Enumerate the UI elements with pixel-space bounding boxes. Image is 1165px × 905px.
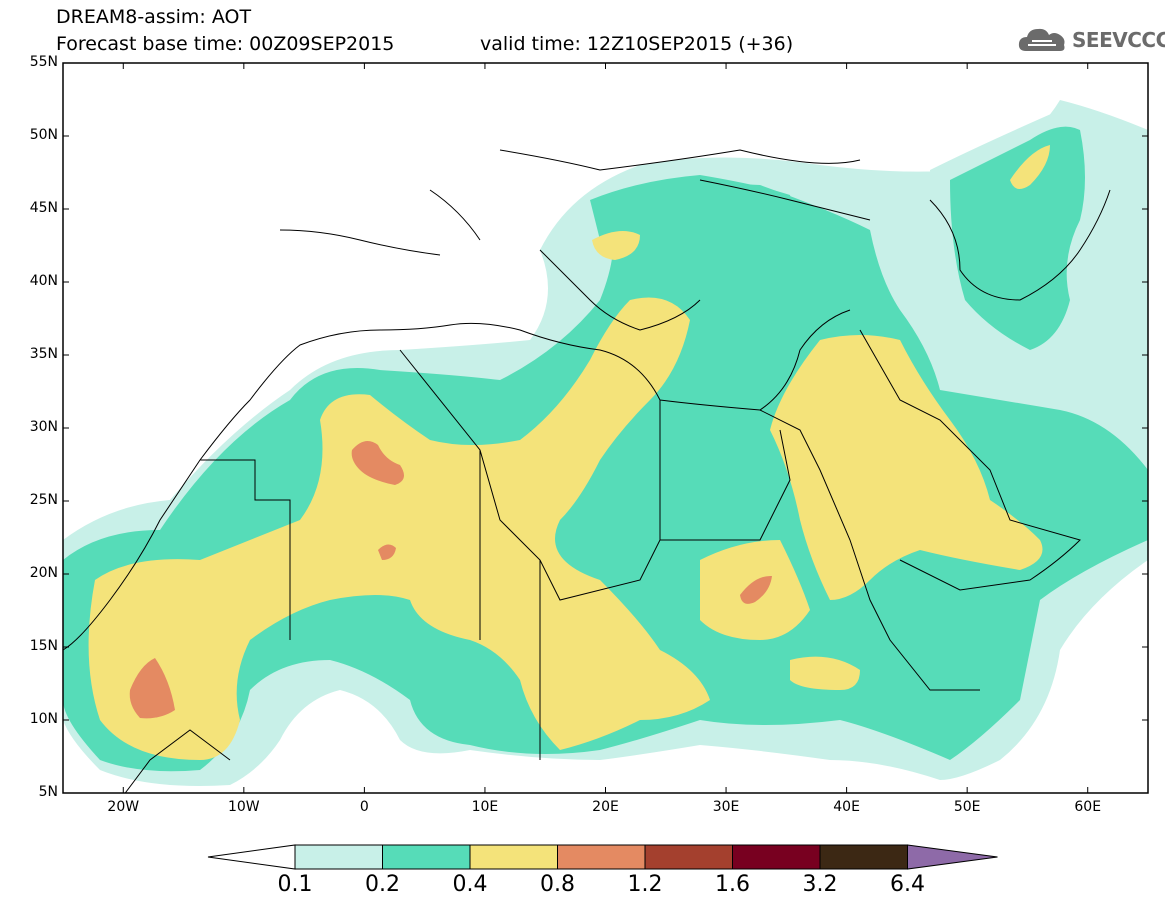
aot-level-0.4 [88, 145, 1050, 760]
lat-label: 45N [29, 200, 58, 216]
lat-label: 25N [29, 492, 58, 508]
colorbar-cell [469, 844, 558, 870]
colorbar-label: 1.6 [715, 872, 750, 897]
colorbar-cell [644, 844, 733, 870]
aot-level-0.8 [129, 441, 772, 719]
lon-label: 10E [471, 799, 499, 815]
lon-label: 0 [359, 799, 369, 815]
lon-label: 60E [1074, 799, 1102, 815]
lat-label: 10N [29, 711, 58, 727]
colorbar-label: 3.2 [802, 872, 838, 897]
lon-label: 20W [107, 799, 140, 815]
aot-level-0.2 [63, 126, 1148, 772]
colorbar-cell [819, 844, 908, 870]
colorbar-over-triangle [907, 844, 998, 870]
map-title: DREAM8-assim: AOT [56, 6, 252, 28]
lat-label: 40N [29, 273, 58, 289]
colorbar-label: 0.1 [277, 872, 313, 897]
colorbar-label: 0.2 [365, 872, 400, 897]
lat-label: 50N [29, 127, 58, 143]
lat-label: 15N [29, 638, 58, 654]
lon-label: 20E [592, 799, 619, 815]
lon-label: 40E [833, 799, 860, 815]
colorbar-cell [294, 844, 383, 870]
colorbar-cell [382, 844, 471, 870]
colorbar-cell [732, 844, 821, 870]
lon-label: 30E [712, 799, 740, 815]
lon-label: 10W [227, 799, 260, 815]
colorbar-under-triangle [207, 844, 296, 870]
coastlines-and-borders [63, 149, 1111, 793]
colorbar-label: 0.8 [540, 872, 575, 897]
valid-time: valid time: 12Z10SEP2015 (+36) [480, 33, 794, 55]
lat-label: 55N [29, 54, 58, 70]
cloud-icon [1018, 28, 1065, 51]
lat-label: 20N [29, 565, 58, 581]
seevccc-logo: SEEVCCC [1016, 24, 1165, 56]
colorbar-label: 1.2 [627, 872, 663, 897]
lat-label: 30N [29, 419, 58, 435]
lat-label: 35N [29, 346, 58, 362]
colorbar-label: 6.4 [890, 872, 925, 897]
colorbar-cell [557, 844, 646, 870]
lat-label: 5N [38, 784, 58, 800]
colorbar-label: 0.4 [452, 872, 488, 897]
forecast-base-time: Forecast base time: 00Z09SEP2015 [56, 33, 395, 55]
colorbar-cells [207, 844, 998, 870]
logo-text: SEEVCCC [1072, 28, 1165, 52]
axis-ticks [63, 62, 1148, 794]
lon-label: 50E [953, 799, 981, 815]
aot-fields [63, 100, 1148, 793]
